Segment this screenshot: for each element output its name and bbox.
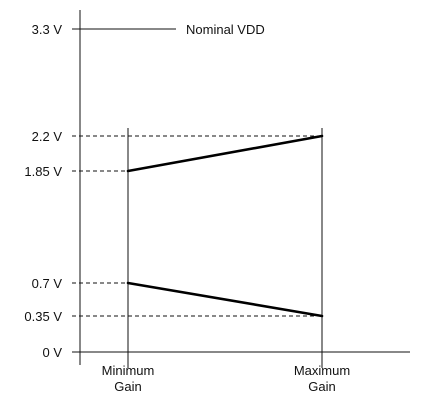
x-label-minimum: Minimum bbox=[102, 363, 155, 378]
nominal-vdd-label: Nominal VDD bbox=[186, 22, 265, 37]
y-label-0.35v: 0.35 V bbox=[24, 309, 62, 324]
x-label-minimum-gain: Gain bbox=[114, 379, 141, 394]
y-label-0v: 0 V bbox=[42, 345, 62, 360]
y-label-1.85v: 1.85 V bbox=[24, 164, 62, 179]
y-label-2.2v: 2.2 V bbox=[32, 129, 63, 144]
y-label-3.3v: 3.3 V bbox=[32, 22, 63, 37]
x-label-maximum: Maximum bbox=[294, 363, 350, 378]
lower-limit-line bbox=[126, 281, 324, 318]
y-label-0.7v: 0.7 V bbox=[32, 276, 63, 291]
upper-limit-line bbox=[126, 134, 324, 173]
x-label-maximum-gain: Gain bbox=[308, 379, 335, 394]
